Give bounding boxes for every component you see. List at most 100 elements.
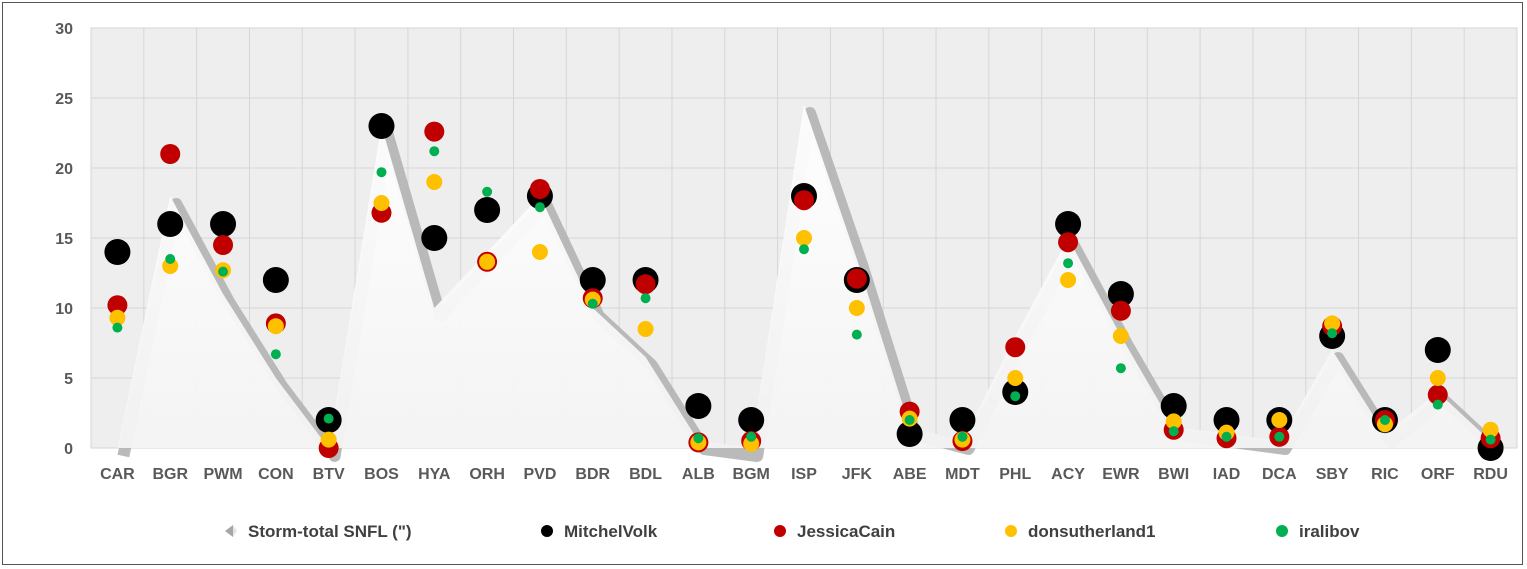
iralibov-point: [1432, 399, 1443, 410]
iralibov-point: [165, 254, 176, 264]
jessicacain-point: [213, 235, 234, 255]
mitchelvolk-point: [738, 407, 765, 433]
donsutherland1-point: [1112, 328, 1129, 344]
iralibov-point: [1485, 434, 1496, 445]
jessicacain-point: [846, 268, 867, 289]
legend-label: JessicaCain: [797, 522, 895, 541]
x-tick-label: JFK: [842, 466, 873, 483]
legend-marker-donsutherland1: [1005, 525, 1017, 537]
x-axis-ticks: CAR BGR PWM CON BTV BOS HYA ORH PVD BDR BDL ALB BGM I…: [100, 466, 1508, 483]
iralibov-point: [693, 433, 704, 444]
y-tick-label: 5: [64, 371, 73, 388]
x-tick-label: CON: [258, 466, 294, 483]
jessicacain-point: [1005, 337, 1026, 358]
donsutherland1-point: [109, 309, 126, 326]
iralibov-point: [1115, 363, 1126, 374]
donsutherland1-point: [848, 300, 865, 316]
mitchelvolk-point: [949, 407, 976, 433]
donsutherland1-point: [531, 244, 548, 260]
iralibov-point: [270, 349, 281, 360]
iralibov-point: [429, 146, 440, 157]
mitchelvolk-point: [262, 267, 289, 293]
x-tick-label: PVD: [523, 466, 556, 483]
iralibov-point: [376, 167, 387, 178]
iralibov-point: [746, 431, 757, 442]
x-tick-label: IAD: [1213, 466, 1241, 483]
jessicacain-point: [160, 144, 181, 164]
jessicacain-point: [1058, 232, 1079, 253]
legend-area-icon-light: [233, 525, 237, 537]
x-tick-label: MDT: [945, 466, 980, 483]
jessicacain-point: [107, 295, 128, 316]
mitchelvolk-point: [368, 113, 395, 139]
y-tick-label: 20: [55, 161, 73, 178]
iralibov-point: [1168, 426, 1179, 437]
donsutherland1-point: [320, 431, 337, 448]
mitchelvolk-point: [1107, 281, 1134, 307]
x-tick-label: ORH: [469, 466, 505, 483]
mitchelvolk-point: [579, 267, 606, 293]
mitchelvolk-point: [157, 211, 184, 237]
donsutherland1-point: [479, 253, 496, 270]
x-tick-label: PWM: [203, 466, 242, 483]
legend-label: MitchelVolk: [564, 522, 658, 541]
jessicacain-point: [1110, 300, 1131, 321]
x-tick-label: ISP: [791, 466, 817, 483]
x-tick-label: BWI: [1158, 466, 1189, 483]
x-tick-label: CAR: [100, 466, 135, 483]
x-tick-label: BGR: [152, 466, 188, 483]
donsutherland1-point: [426, 174, 443, 190]
y-tick-label: 0: [64, 441, 73, 458]
x-tick-label: ABE: [893, 466, 927, 483]
x-tick-label: PHL: [999, 466, 1031, 483]
x-tick-label: DCA: [1262, 466, 1297, 483]
x-tick-label: ORF: [1421, 466, 1455, 483]
legend: Storm-total SNFL (") MitchelVolk JessicaCa…: [225, 522, 1360, 541]
iralibov-point: [1010, 391, 1021, 402]
iralibov-point: [799, 244, 809, 255]
mitchelvolk-point: [1424, 337, 1451, 363]
series-dots: [104, 113, 1504, 461]
legend-marker-mitchelvolk: [541, 525, 553, 537]
mitchelvolk-point: [1055, 211, 1082, 237]
x-tick-label: RDU: [1473, 466, 1508, 483]
donsutherland1-point: [1324, 315, 1341, 332]
donsutherland1-point: [267, 318, 284, 335]
donsutherland1-point: [1482, 421, 1499, 438]
y-tick-label: 30: [55, 21, 73, 38]
iralibov-point: [904, 415, 915, 425]
jessicacain-point: [635, 274, 656, 295]
iralibov-point: [851, 329, 862, 340]
jessicacain-point: [794, 190, 814, 211]
y-tick-label: 15: [55, 231, 73, 248]
donsutherland1-point: [637, 321, 654, 337]
mitchelvolk-point: [104, 239, 131, 265]
legend-marker-jessicacain: [774, 525, 786, 537]
x-tick-label: BDL: [629, 466, 662, 483]
mitchelvolk-point: [1213, 407, 1240, 433]
iralibov-point: [482, 186, 493, 197]
legend-label: iralibov: [1299, 522, 1360, 541]
mitchelvolk-point: [1160, 393, 1187, 419]
iralibov-point: [1274, 431, 1285, 442]
mitchelvolk-point: [421, 225, 448, 251]
x-tick-label: RIC: [1371, 466, 1399, 483]
donsutherland1-point: [1060, 272, 1077, 288]
legend-label: donsutherland1: [1028, 522, 1156, 541]
donsutherland1-point: [1007, 370, 1024, 386]
iralibov-point: [112, 322, 123, 333]
x-tick-label: BGM: [733, 466, 770, 483]
x-tick-label: BTV: [313, 466, 345, 483]
legend-label: Storm-total SNFL ("): [248, 522, 412, 541]
x-tick-label: SBY: [1316, 466, 1349, 483]
legend-area-icon: [225, 525, 233, 537]
x-tick-label: ALB: [682, 466, 715, 483]
mitchelvolk-point: [474, 197, 501, 223]
x-tick-label: HYA: [418, 466, 451, 483]
iralibov-point: [1063, 258, 1074, 269]
iralibov-point: [1221, 431, 1232, 442]
mitchelvolk-point: [896, 421, 923, 447]
donsutherland1-point: [1429, 370, 1446, 386]
donsutherland1-point: [1165, 413, 1182, 430]
